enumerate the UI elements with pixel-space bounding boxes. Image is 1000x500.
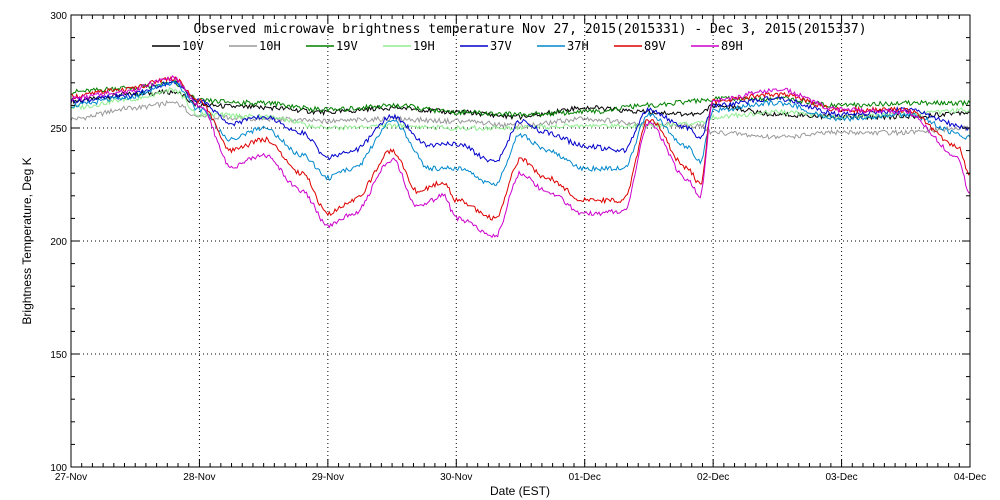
legend-label-10v: 10V [182, 39, 204, 53]
y-tick-label: 150 [50, 350, 67, 361]
series-lines [70, 75, 971, 239]
x-tick-label: 27-Nov [55, 472, 87, 483]
y-axis-title: Brightness Temperature, Deg K [20, 157, 34, 324]
legend-label-19v: 19V [336, 39, 358, 53]
y-tick-label: 300 [50, 11, 67, 22]
y-tick-label: 100 [50, 463, 67, 474]
x-tick-label: 01-Dec [569, 472, 601, 483]
legend-label-37h: 37H [567, 39, 589, 53]
series-line-89h [70, 75, 971, 239]
x-tick-label: 04-Dec [954, 472, 986, 483]
x-tick-label: 28-Nov [183, 472, 215, 483]
chart-title: Observed microwave brightness temperatur… [193, 22, 866, 37]
x-tick-label: 03-Dec [825, 472, 857, 483]
legend-label-89v: 89V [644, 39, 666, 53]
y-tick-label: 250 [50, 124, 67, 135]
legend-label-19h: 19H [413, 39, 435, 53]
legend-label-37v: 37V [490, 39, 512, 53]
legend-label-89h: 89H [721, 39, 743, 53]
y-tick-label: 200 [50, 237, 67, 248]
x-tick-label: 29-Nov [312, 472, 344, 483]
x-axis-title: Date (EST) [490, 484, 550, 498]
x-tick-label: 30-Nov [440, 472, 472, 483]
legend: 10V 10H 19V 19H 37V 37H 89V 89H [152, 39, 743, 53]
axis-ticks: 27-Nov 28-Nov 29-Nov 30-Nov 01-Dec 02-Dec 03-D… [50, 11, 986, 483]
x-tick-label: 02-Dec [697, 472, 729, 483]
series-line-37v [70, 80, 971, 163]
legend-label-10h: 10H [259, 39, 281, 53]
series-line-37h [70, 80, 971, 187]
grid-lines [71, 15, 970, 467]
series-line-89v [70, 75, 971, 221]
